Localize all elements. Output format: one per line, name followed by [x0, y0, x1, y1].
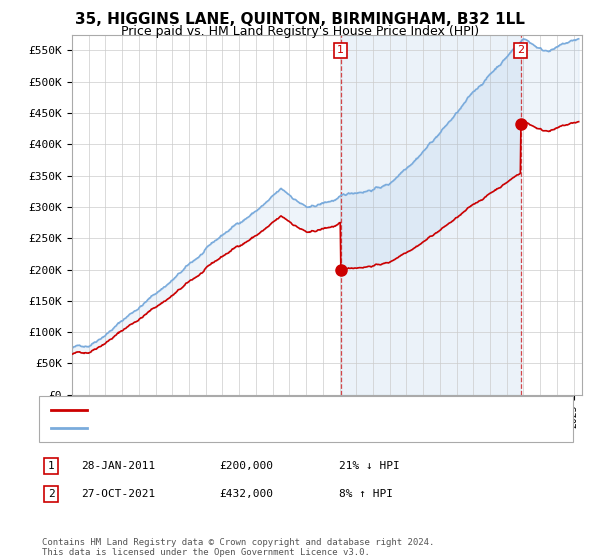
Text: HPI: Average price, detached house, Birmingham: HPI: Average price, detached house, Birm… — [93, 423, 380, 433]
Text: Price paid vs. HM Land Registry's House Price Index (HPI): Price paid vs. HM Land Registry's House … — [121, 25, 479, 38]
Text: 27-OCT-2021: 27-OCT-2021 — [81, 489, 155, 499]
Text: 28-JAN-2011: 28-JAN-2011 — [81, 461, 155, 471]
Text: 1: 1 — [337, 45, 344, 55]
Text: Contains HM Land Registry data © Crown copyright and database right 2024.
This d: Contains HM Land Registry data © Crown c… — [42, 538, 434, 557]
Text: 35, HIGGINS LANE, QUINTON, BIRMINGHAM, B32 1LL: 35, HIGGINS LANE, QUINTON, BIRMINGHAM, B… — [75, 12, 525, 27]
Text: £200,000: £200,000 — [219, 461, 273, 471]
Text: 8% ↑ HPI: 8% ↑ HPI — [339, 489, 393, 499]
Text: 1: 1 — [47, 461, 55, 471]
Bar — [341, 35, 521, 395]
Text: 2: 2 — [47, 489, 55, 499]
Text: £432,000: £432,000 — [219, 489, 273, 499]
Text: 35, HIGGINS LANE, QUINTON, BIRMINGHAM, B32 1LL (detached house): 35, HIGGINS LANE, QUINTON, BIRMINGHAM, B… — [93, 405, 487, 415]
Text: 21% ↓ HPI: 21% ↓ HPI — [339, 461, 400, 471]
Text: 2: 2 — [517, 45, 524, 55]
